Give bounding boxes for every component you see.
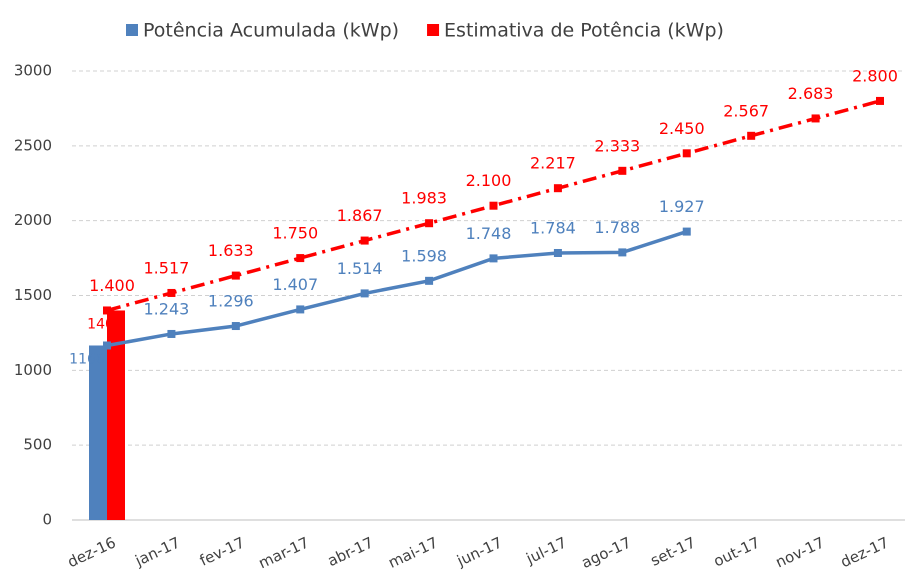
y-tick-label: 2000	[14, 211, 52, 229]
data-label: 2.683	[788, 84, 834, 103]
x-tick-label: jun-17	[453, 533, 505, 570]
x-tick-label: jul-17	[523, 533, 570, 568]
bar-label: 1400	[87, 316, 123, 332]
point-marker	[425, 219, 434, 228]
data-label: 2.800	[852, 66, 898, 85]
y-tick-label: 1500	[14, 286, 52, 304]
data-label: 1.400	[89, 276, 135, 295]
data-label: 1.296	[208, 292, 254, 311]
x-tick-label: mai-17	[386, 533, 441, 571]
bar-label: 1166	[69, 351, 105, 367]
point-marker	[682, 227, 691, 236]
data-label: 1.598	[401, 246, 447, 265]
point-marker	[231, 322, 240, 331]
data-label: 2.100	[466, 171, 512, 190]
legend-swatch	[427, 24, 440, 36]
x-tick-label: dez-16	[65, 533, 119, 571]
bar	[89, 345, 107, 520]
x-tick-label: ago-17	[579, 533, 634, 572]
data-label: 1.243	[144, 299, 190, 318]
data-label: 1.633	[208, 241, 254, 260]
point-marker	[103, 341, 111, 350]
data-label: 1.750	[272, 224, 318, 243]
point-marker	[231, 271, 240, 280]
data-label: 2.333	[594, 136, 640, 155]
y-tick-label: 1000	[14, 361, 52, 379]
point-marker	[489, 201, 498, 210]
data-label: 1.748	[466, 224, 512, 243]
point-marker	[296, 305, 305, 314]
point-marker	[553, 248, 562, 257]
point-marker	[296, 254, 305, 263]
x-tick-label: abr-17	[325, 533, 376, 570]
data-label: 2.217	[530, 154, 576, 173]
data-label: 1.407	[272, 275, 318, 294]
x-tick-label: dez-17	[838, 533, 892, 571]
data-label: 1.927	[659, 197, 705, 216]
point-marker	[618, 166, 627, 175]
data-label: 1.784	[530, 218, 576, 237]
data-label: 1.517	[144, 258, 190, 277]
point-marker	[360, 236, 369, 245]
y-tick-label: 500	[23, 436, 52, 454]
point-marker	[876, 96, 884, 105]
point-marker	[103, 306, 111, 315]
bar	[107, 310, 125, 520]
x-tick-label: fev-17	[197, 533, 248, 569]
x-tick-label: set-17	[648, 533, 699, 569]
point-marker	[811, 114, 820, 123]
x-tick-label: jan-17	[132, 533, 183, 570]
x-tick-label: out-17	[711, 533, 763, 570]
data-label: 1.788	[594, 218, 640, 237]
x-tick-label: nov-17	[773, 533, 827, 571]
y-tick-label: 0	[42, 511, 52, 529]
point-marker	[618, 248, 627, 257]
y-tick-label: 3000	[14, 62, 52, 80]
series-line	[106, 229, 688, 348]
data-label: 2.450	[659, 119, 705, 138]
point-marker	[360, 289, 369, 298]
point-marker	[553, 184, 562, 193]
legend-label: Estimativa de Potência (kWp)	[444, 20, 724, 42]
data-label: 1.514	[337, 259, 383, 278]
point-marker	[682, 149, 691, 158]
point-marker	[425, 276, 434, 285]
point-marker	[167, 329, 176, 338]
data-label: 1.867	[337, 206, 383, 225]
point-marker	[747, 131, 756, 140]
point-marker	[489, 254, 498, 263]
data-label: 1.983	[401, 189, 447, 208]
data-label: 2.567	[723, 101, 769, 120]
legend-swatch	[126, 24, 138, 36]
point-marker	[167, 288, 176, 297]
y-tick-label: 2500	[14, 136, 52, 154]
x-tick-label: mar-17	[256, 533, 312, 572]
legend-label: Potência Acumulada (kWp)	[143, 20, 399, 42]
